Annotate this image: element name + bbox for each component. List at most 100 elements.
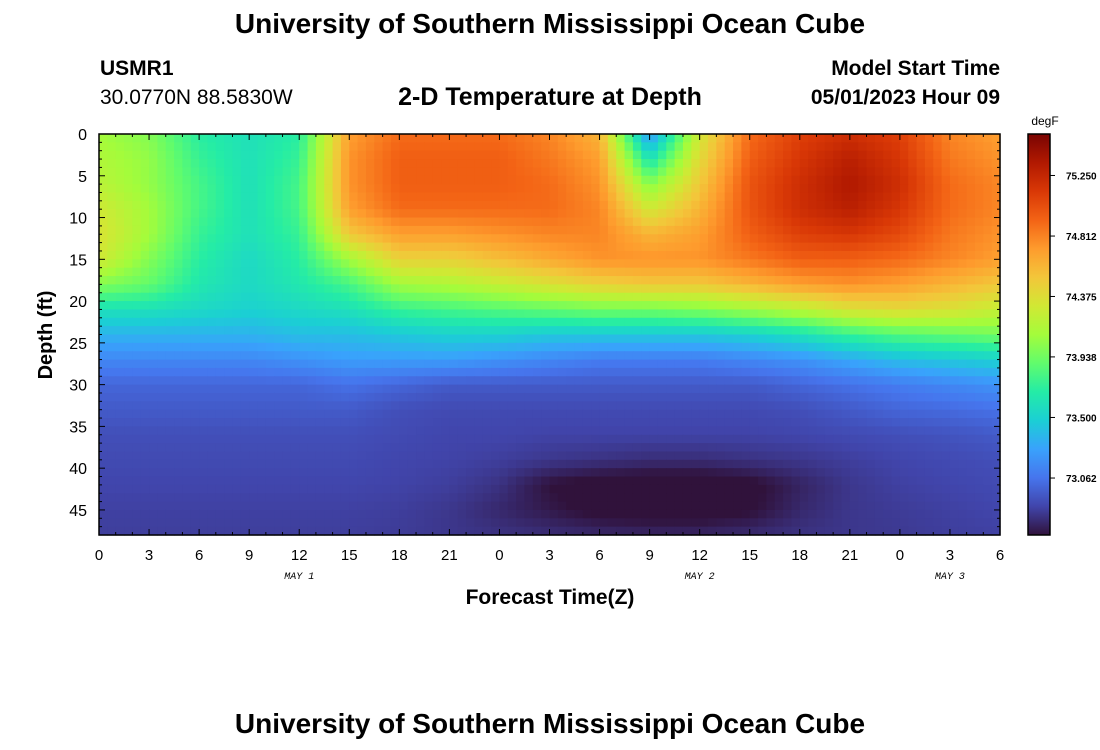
heatmap-cell	[599, 376, 609, 386]
heatmap-cell	[307, 501, 317, 511]
heatmap-cell	[632, 184, 642, 194]
heatmap-cell	[132, 401, 142, 411]
heatmap-cell	[149, 367, 158, 377]
heatmap-cell	[307, 167, 317, 177]
heatmap-cell	[340, 376, 350, 386]
heatmap-cell	[124, 225, 133, 235]
heatmap-cell	[257, 459, 267, 469]
heatmap-cell	[532, 159, 542, 169]
heatmap-cell	[416, 184, 425, 194]
heatmap-cell	[382, 200, 392, 210]
heatmap-cell	[582, 334, 592, 344]
heatmap-cell	[382, 301, 392, 311]
heatmap-cell	[599, 175, 609, 185]
heatmap-cell	[290, 418, 300, 427]
heatmap-cell	[974, 200, 984, 210]
heatmap-cell	[482, 493, 492, 503]
heatmap-cell	[124, 501, 133, 511]
heatmap-cell	[232, 409, 242, 419]
heatmap-cell	[374, 376, 384, 386]
heatmap-cell	[841, 418, 851, 427]
heatmap-cell	[549, 317, 559, 327]
heatmap-cell	[190, 359, 200, 369]
heatmap-cell	[908, 418, 918, 427]
heatmap-cell	[541, 234, 551, 244]
heatmap-cell	[449, 309, 459, 319]
heatmap-cell	[674, 217, 684, 227]
heatmap-cell	[441, 401, 450, 411]
heatmap-cell	[858, 392, 868, 402]
heatmap-cell	[157, 342, 167, 352]
heatmap-cell	[407, 134, 417, 143]
heatmap-cell	[958, 175, 968, 185]
heatmap-cell	[215, 401, 225, 411]
heatmap-cell	[466, 317, 476, 327]
heatmap-cell	[407, 225, 417, 235]
heatmap-cell	[766, 384, 776, 394]
heatmap-cell	[924, 167, 934, 177]
heatmap-cell	[941, 209, 951, 219]
heatmap-cell	[824, 200, 834, 210]
heatmap-cell	[449, 284, 459, 294]
heatmap-cell	[708, 167, 717, 177]
heatmap-cell	[708, 443, 717, 453]
heatmap-cell	[215, 367, 225, 377]
heatmap-cell	[299, 150, 309, 160]
heatmap-cell	[741, 509, 751, 519]
heatmap-cell	[974, 250, 984, 260]
heatmap-cell	[157, 501, 167, 511]
heatmap-cell	[883, 234, 893, 244]
heatmap-cell	[816, 301, 826, 311]
heatmap-cell	[140, 401, 150, 411]
heatmap-cell	[958, 217, 968, 227]
heatmap-cell	[157, 317, 167, 327]
heatmap-cell	[265, 367, 275, 377]
heatmap-cell	[407, 317, 417, 327]
heatmap-cell	[766, 142, 776, 152]
heatmap-cell	[474, 384, 484, 394]
heatmap-cell	[507, 434, 517, 444]
heatmap-cell	[466, 284, 476, 294]
heatmap-cell	[774, 134, 784, 143]
heatmap-cell	[724, 367, 734, 377]
heatmap-cell	[916, 434, 926, 444]
heatmap-cell	[149, 192, 158, 202]
heatmap-cell	[833, 284, 843, 294]
heatmap-cell	[841, 501, 851, 511]
heatmap-cell	[132, 301, 142, 311]
heatmap-cell	[307, 476, 317, 486]
heatmap-cell	[866, 301, 876, 311]
heatmap-cell	[657, 351, 667, 361]
heatmap-cell	[766, 509, 776, 519]
heatmap-cell	[741, 493, 751, 503]
heatmap-cell	[124, 184, 133, 194]
heatmap-cell	[349, 367, 359, 377]
heatmap-cell	[274, 409, 284, 419]
heatmap-cell	[532, 426, 542, 436]
heatmap-cell	[783, 250, 793, 260]
heatmap-cell	[733, 175, 742, 185]
heatmap-cell	[349, 434, 359, 444]
heatmap-cell	[516, 309, 526, 319]
heatmap-cell	[424, 200, 434, 210]
heatmap-cell	[416, 209, 425, 219]
heatmap-cell	[232, 150, 242, 160]
heatmap-cell	[699, 418, 709, 427]
heatmap-cell	[941, 351, 951, 361]
heatmap-cell	[474, 225, 484, 235]
heatmap-cell	[332, 167, 342, 177]
heatmap-cell	[591, 493, 601, 503]
heatmap-cell	[199, 259, 209, 269]
heatmap-cell	[799, 443, 809, 453]
heatmap-cell	[124, 276, 133, 285]
heatmap-cell	[274, 292, 284, 302]
heatmap-cell	[424, 409, 434, 419]
heatmap-cell	[407, 217, 417, 227]
heatmap-cell	[641, 468, 651, 478]
heatmap-cell	[482, 434, 492, 444]
heatmap-cell	[758, 426, 767, 436]
heatmap-cell	[99, 259, 108, 269]
heatmap-cell	[716, 367, 726, 377]
heatmap-cell	[674, 334, 684, 344]
heatmap-cell	[299, 434, 309, 444]
